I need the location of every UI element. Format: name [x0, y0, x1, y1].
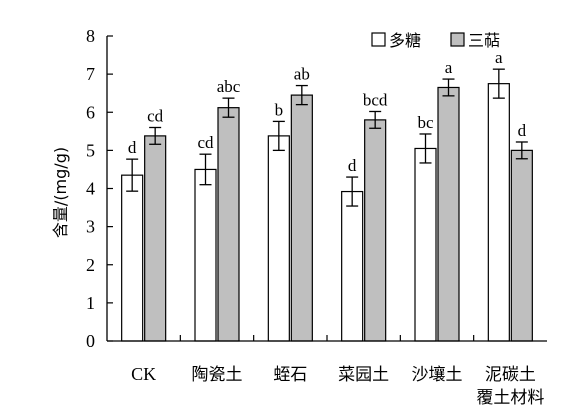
- y-tick-label: 3: [86, 217, 95, 237]
- x-tick-label: 蛭石: [273, 365, 307, 385]
- legend-label: 多糖: [389, 31, 421, 50]
- bar-series2: [364, 119, 387, 342]
- error-bar: [149, 126, 162, 145]
- significance-label: a: [495, 48, 503, 67]
- bar-series1: [121, 174, 144, 342]
- legend-swatch: [371, 32, 386, 47]
- y-axis: 0 1 2 3 4 5 6 7 8: [86, 26, 113, 351]
- y-tick-label: 0: [86, 331, 95, 351]
- bar-group: dcd: [121, 107, 167, 342]
- bar-group: ad: [487, 48, 533, 342]
- bar-series2: [144, 135, 167, 342]
- bar-series1: [194, 168, 217, 342]
- bar-series2: [437, 86, 460, 342]
- error-bar: [419, 133, 432, 164]
- error-bar: [272, 120, 285, 152]
- significance-label: abc: [217, 77, 241, 96]
- y-tick-label: 7: [86, 64, 95, 84]
- significance-label: cd: [147, 107, 164, 126]
- significance-label: ab: [294, 65, 310, 84]
- y-tick-label: 4: [86, 179, 95, 199]
- error-bar: [222, 97, 235, 118]
- error-bar: [126, 158, 139, 192]
- y-tick-label: 6: [86, 102, 95, 122]
- significance-label: d: [518, 121, 527, 140]
- legend-item: 多糖: [371, 31, 421, 50]
- bar-series2: [290, 94, 313, 342]
- y-axis-label: 含量/(mg/g): [51, 147, 70, 238]
- bar-series1: [487, 83, 510, 342]
- significance-label: d: [128, 138, 137, 157]
- bar-series1: [414, 147, 437, 342]
- legend-swatch: [450, 32, 465, 47]
- x-tick-label: 陶瓷土: [192, 365, 243, 385]
- bar-series1: [267, 135, 290, 342]
- y-tick-label: 8: [86, 26, 95, 46]
- bar-group: d bcd: [341, 90, 388, 342]
- error-bar: [346, 176, 359, 207]
- y-tick-label: 2: [86, 255, 95, 275]
- bar-series2: [510, 149, 533, 342]
- legend-label: 三萜: [468, 31, 500, 50]
- x-tick-label: 泥碳土: [485, 365, 536, 385]
- significance-label: b: [275, 100, 284, 119]
- error-bar: [515, 141, 528, 160]
- bar-series2: [217, 107, 240, 342]
- x-tick-label: 菜园土: [338, 365, 389, 385]
- bar-group: bab: [267, 65, 313, 342]
- significance-label: cd: [197, 133, 214, 152]
- y-tick-label: 1: [86, 293, 95, 313]
- error-bar: [442, 78, 455, 97]
- y-tick-label: 5: [86, 140, 95, 160]
- error-bar: [199, 153, 212, 186]
- bar-series1: [341, 190, 364, 342]
- legend-item: 三萜: [450, 31, 500, 50]
- significance-label: a: [445, 58, 453, 77]
- x-tick-label: 沙壤土: [412, 364, 463, 385]
- significance-label: d: [348, 156, 357, 175]
- x-group-label: 覆土材料: [476, 388, 544, 408]
- legend: 多糖 三萜: [371, 31, 500, 50]
- x-tick-label: CK: [131, 364, 156, 384]
- bar-group: cd abc: [194, 77, 241, 342]
- error-bar: [295, 84, 308, 106]
- significance-label: bc: [417, 113, 434, 132]
- significance-label: bcd: [363, 90, 388, 109]
- bar-group: bc a: [414, 58, 460, 342]
- error-bar: [492, 68, 505, 99]
- error-bar: [369, 110, 382, 129]
